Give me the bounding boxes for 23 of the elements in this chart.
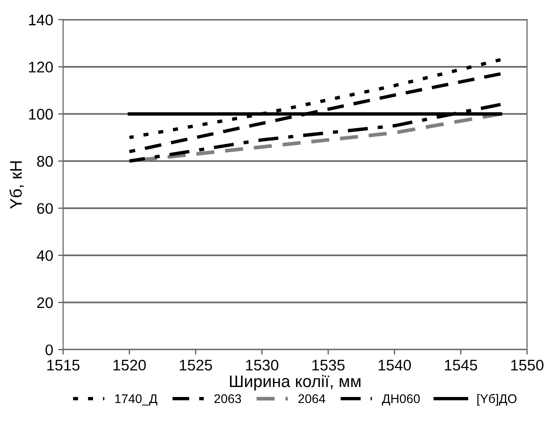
- x-tick-label: 1550: [511, 360, 544, 371]
- x-tick-label: 1520: [114, 360, 146, 371]
- legend-label: 2063: [214, 394, 242, 404]
- x-axis-title: Ширина колії, мм: [230, 374, 360, 390]
- y-tick-label: 80: [37, 156, 53, 167]
- y-axis-title: Yб, кН: [9, 161, 24, 209]
- legend-label: ДН060: [382, 394, 420, 406]
- legend-label: [Yб]ДО: [477, 394, 517, 406]
- x-tick-label: 1530: [246, 360, 278, 371]
- x-tick-label: 1535: [312, 360, 345, 371]
- y-tick-label: 100: [29, 108, 53, 120]
- legend-label: 1740_Д: [115, 394, 158, 406]
- x-tick-label: 1540: [378, 360, 411, 371]
- x-tick-label: 1545: [444, 360, 478, 371]
- y-tick-label: 140: [29, 14, 53, 26]
- y-tick-label: 0: [46, 344, 53, 356]
- y-tick-label: 120: [29, 62, 53, 72]
- x-tick-label: 1525: [180, 360, 212, 371]
- y-tick-label: 40: [36, 250, 53, 262]
- y-tick-label: 60: [37, 203, 53, 214]
- x-tick-label: 1515: [47, 360, 80, 371]
- legend-label: 2064: [298, 394, 326, 404]
- y-tick-label: 20: [37, 297, 53, 308]
